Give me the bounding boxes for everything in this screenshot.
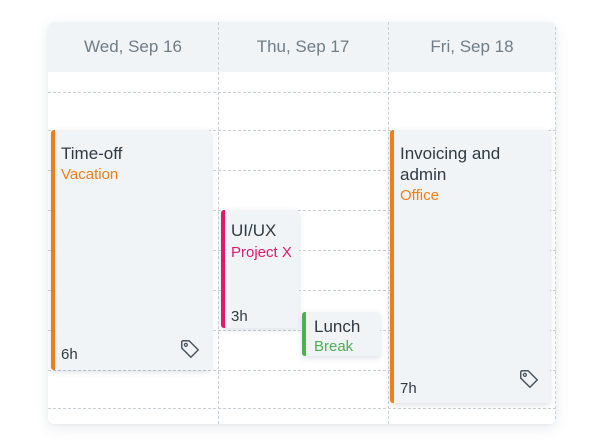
event-color-bar (221, 210, 225, 328)
hour-gridline (48, 370, 556, 371)
event-title: Time-off (61, 144, 123, 163)
event-duration: 6h (61, 346, 78, 363)
event-duration: 7h (400, 380, 417, 397)
hour-gridline (48, 408, 556, 409)
tag-icon[interactable] (179, 338, 201, 360)
event-title: UI/UX (231, 221, 277, 240)
event-color-bar (302, 312, 306, 356)
hour-gridline (48, 130, 556, 131)
tag-icon[interactable] (518, 368, 540, 390)
event-duration: 3h (231, 308, 248, 325)
event-title: Invoicing and admin (400, 144, 501, 184)
day-header-label: Thu, Sep 17 (256, 37, 350, 56)
hour-gridline (48, 250, 556, 251)
event-category: Office (400, 187, 439, 204)
event-title: Lunch (314, 317, 361, 336)
event-color-bar (390, 130, 394, 403)
day-header-thu[interactable]: Thu, Sep 17 (218, 22, 388, 72)
calendar-header: Wed, Sep 16 Thu, Sep 17 Fri, Sep 18 (48, 22, 556, 72)
hour-gridline (48, 92, 556, 93)
event-category: Vacation (61, 166, 119, 183)
day-header-label: Fri, Sep 18 (430, 37, 514, 56)
hour-gridline (48, 290, 556, 291)
hour-gridline (48, 210, 556, 211)
event-color-bar (51, 130, 55, 370)
event-invoicing[interactable]: Invoicing and admin Office 7h (390, 130, 550, 403)
column-divider (388, 22, 389, 424)
event-category: Project X (231, 244, 292, 261)
calendar-week-view: Wed, Sep 16 Thu, Sep 17 Fri, Sep 18 Time… (48, 22, 556, 424)
day-header-fri[interactable]: Fri, Sep 18 (388, 22, 556, 72)
event-lunch[interactable]: Lunch Break (302, 312, 380, 356)
event-category: Break (314, 338, 354, 355)
column-divider (555, 22, 556, 424)
hour-gridline (48, 170, 556, 171)
day-header-label: Wed, Sep 16 (84, 37, 182, 56)
event-time-off[interactable]: Time-off Vacation 6h (51, 130, 211, 370)
event-ui-ux[interactable]: UI/UX Project X 3h (221, 210, 299, 328)
column-divider (218, 22, 219, 424)
day-header-wed[interactable]: Wed, Sep 16 (48, 22, 218, 72)
